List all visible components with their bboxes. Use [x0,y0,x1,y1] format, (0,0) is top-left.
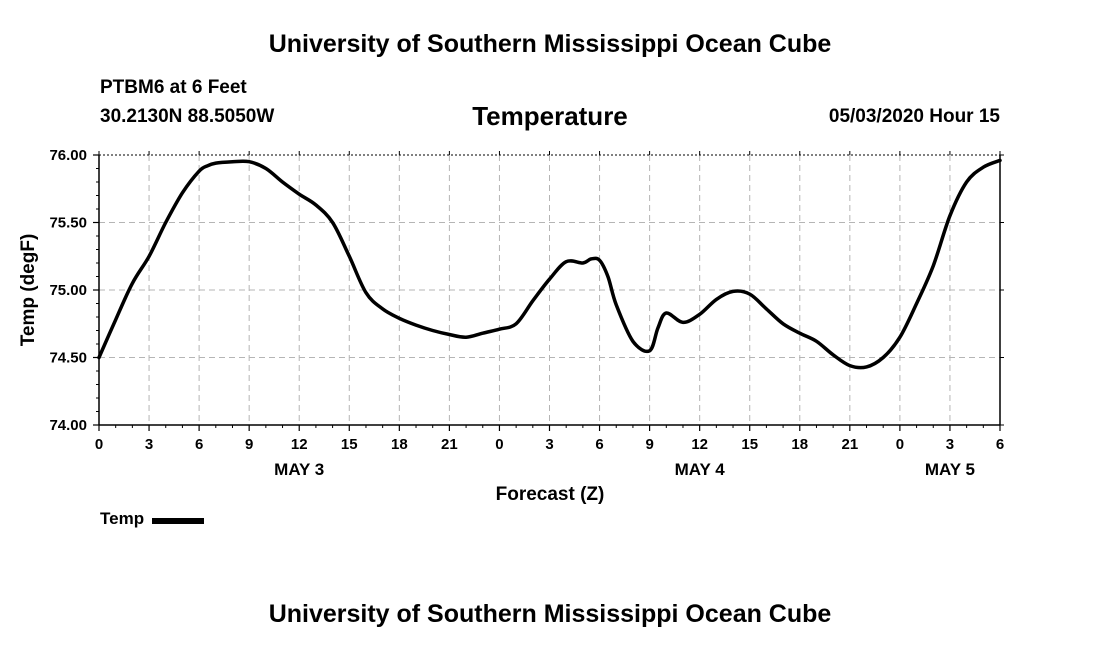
legend: Temp [100,509,205,529]
legend-swatch [152,518,205,524]
x-axis-label: Forecast (Z) [496,484,605,505]
x-tick-label: 3 [545,436,553,453]
x-tick-label: 6 [996,436,1004,453]
x-tick-label: 0 [495,436,503,453]
station-label: PTBM6 at 6 Feet [100,77,247,98]
y-axis-label: Temp (degF) [18,234,39,347]
x-tick-label: 15 [341,436,358,453]
legend-label: Temp [100,509,145,528]
y-tick-label: 76.00 [49,147,87,164]
x-tick-label: 6 [195,436,203,453]
y-tick-label: 74.00 [49,417,87,434]
date-labels: MAY 3 MAY 4 MAY 5 [274,460,975,479]
series-line-temp [97,158,1002,370]
x-tick-label: 18 [391,436,408,453]
bottom-title: University of Southern Mississippi Ocean… [268,600,832,628]
series-group [97,158,1002,370]
coordinates-label: 30.2130N 88.5050W [100,106,275,127]
date-label: MAY 4 [675,460,726,479]
grid-lines [99,155,1000,425]
x-tick-label: 6 [595,436,603,453]
date-label: MAY 3 [274,460,324,479]
y-tick-label: 75.00 [49,282,87,299]
x-tick-label: 9 [245,436,253,453]
x-tick-label: 12 [291,436,308,453]
tick-marks [93,151,1004,431]
x-tick-label: 12 [691,436,708,453]
x-tick-labels: 0 3 6 9 12 15 18 21 0 3 6 9 12 15 18 21 0 3 6 [95,436,1004,453]
x-tick-label: 0 [95,436,103,453]
top-title: University of Southern Mississippi Ocean… [268,30,832,58]
y-tick-label: 75.50 [49,215,87,232]
datetime-label: 05/03/2020 Hour 15 [828,106,1000,127]
x-tick-label: 3 [145,436,153,453]
y-tick-labels: 74.00 74.50 75.00 75.50 76.00 [49,147,87,434]
date-label: MAY 5 [925,460,975,479]
x-tick-label: 21 [441,436,458,453]
x-tick-label: 18 [791,436,808,453]
chart-title: Temperature [472,101,628,131]
y-tick-label: 74.50 [49,350,87,367]
x-tick-label: 9 [645,436,653,453]
x-tick-label: 15 [741,436,758,453]
x-tick-label: 3 [946,436,954,453]
x-tick-label: 21 [841,436,858,453]
x-tick-label: 0 [896,436,904,453]
